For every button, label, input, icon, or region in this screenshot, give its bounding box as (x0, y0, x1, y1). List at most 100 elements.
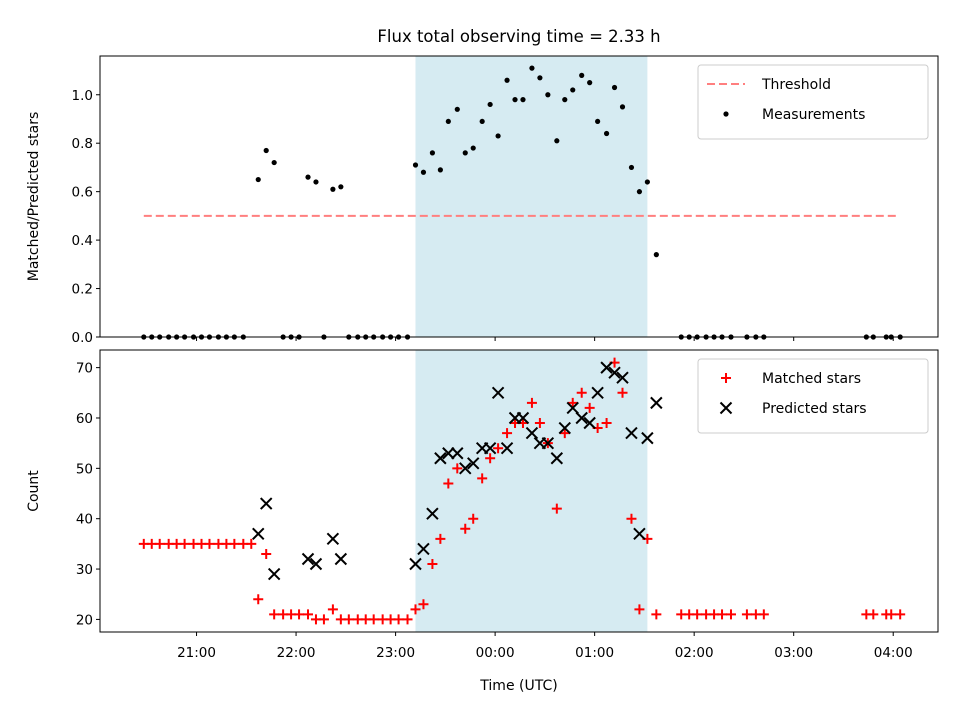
data-point (584, 402, 595, 413)
data-point (252, 527, 265, 541)
data-point (526, 397, 537, 408)
chart-title: Flux total observing time = 2.33 h (377, 27, 660, 46)
data-point (545, 92, 551, 98)
data-point (487, 101, 493, 108)
data-point (309, 557, 323, 571)
data-point (326, 532, 340, 546)
data-point (534, 418, 545, 429)
data-point (537, 75, 543, 81)
data-point (412, 162, 419, 168)
data-point (491, 386, 505, 400)
data-point (603, 130, 610, 137)
data-point (269, 609, 280, 620)
data-point (477, 473, 488, 484)
data-point (417, 542, 430, 556)
data-point (601, 418, 612, 429)
legend-box (697, 358, 929, 434)
data-point (741, 609, 752, 620)
data-point (301, 552, 315, 566)
data-point (154, 538, 165, 549)
data-point (717, 609, 728, 620)
data-point (579, 72, 585, 78)
x-tick-label: 03:00 (774, 645, 813, 661)
observing-span-shade (415, 350, 648, 632)
legend-label: Threshold (761, 77, 831, 93)
data-point (625, 426, 638, 440)
data-point (650, 396, 663, 410)
data-point (263, 147, 269, 154)
data-point (608, 366, 621, 379)
data-point (470, 145, 476, 151)
data-point (420, 169, 427, 175)
bottom-panel: 20 30 40 50 60 70 21:00 22:00 23:00 00:00 01:00 02:… (26, 349, 939, 661)
data-point (443, 478, 454, 489)
data-point (611, 84, 618, 91)
data-point (429, 150, 436, 156)
y-tick-label: 0.0 (72, 330, 93, 346)
data-point (525, 426, 539, 440)
x-tick-label: 00:00 (476, 645, 515, 661)
legend-label: Measurements (762, 107, 865, 123)
data-point (628, 164, 635, 171)
data-point (267, 567, 281, 581)
data-point (493, 443, 504, 454)
top-panel: 0.0 0.2 0.4 0.6 0.8 1.0 Matched/Predicted star… (26, 55, 939, 346)
data-point (633, 527, 646, 541)
data-point (479, 118, 485, 125)
data-point (562, 97, 568, 103)
data-point (303, 609, 314, 620)
data-point (566, 401, 579, 415)
x-tick-label: 02:00 (675, 645, 714, 661)
data-point (886, 609, 897, 620)
data-point (435, 533, 446, 544)
data-point (460, 523, 471, 534)
data-point (758, 609, 769, 620)
y-tick-label: 60 (76, 411, 93, 427)
data-point (895, 609, 906, 620)
data-point (330, 186, 336, 192)
y-axis-label: Count (26, 470, 42, 512)
data-point (409, 557, 422, 571)
data-point (343, 614, 354, 625)
data-point (626, 513, 637, 524)
data-point (402, 614, 413, 625)
series-matched-stars (138, 357, 906, 625)
series-predicted-stars (252, 361, 663, 581)
y-tick-label: 50 (76, 461, 93, 477)
data-point (591, 386, 604, 400)
data-point (529, 65, 535, 71)
data-point (259, 497, 273, 510)
data-point (651, 609, 662, 620)
data-point (468, 513, 479, 524)
data-point (427, 559, 438, 570)
data-point (467, 457, 480, 470)
data-point (445, 118, 451, 125)
legend: Matched stars Predicted stars (697, 358, 929, 434)
y-tick-label: 1.0 (72, 88, 93, 104)
y-tick-label: 0.8 (72, 136, 93, 152)
data-point (516, 411, 530, 425)
legend-handle (719, 401, 733, 415)
data-point (485, 453, 496, 464)
data-point (313, 179, 319, 185)
data-point (595, 118, 601, 125)
data-point (253, 594, 264, 605)
x-axis-label: Time (UTC) (479, 678, 557, 694)
x-tick-label: 21:00 (177, 645, 216, 661)
data-point (587, 80, 593, 86)
x-tick-label: 22:00 (277, 645, 316, 661)
y-axis-label: Matched/Predicted stars (26, 112, 42, 282)
data-point (617, 387, 628, 398)
data-point (442, 447, 455, 460)
data-point (868, 609, 879, 620)
data-point (261, 548, 272, 559)
legend-handle (723, 111, 729, 117)
data-point (576, 387, 587, 398)
x-tick-label: 01:00 (575, 645, 614, 661)
data-point (327, 604, 338, 615)
data-point (653, 252, 659, 258)
y-tick-label: 40 (76, 512, 93, 528)
legend-label: Matched stars (762, 371, 861, 387)
data-point (600, 361, 613, 374)
